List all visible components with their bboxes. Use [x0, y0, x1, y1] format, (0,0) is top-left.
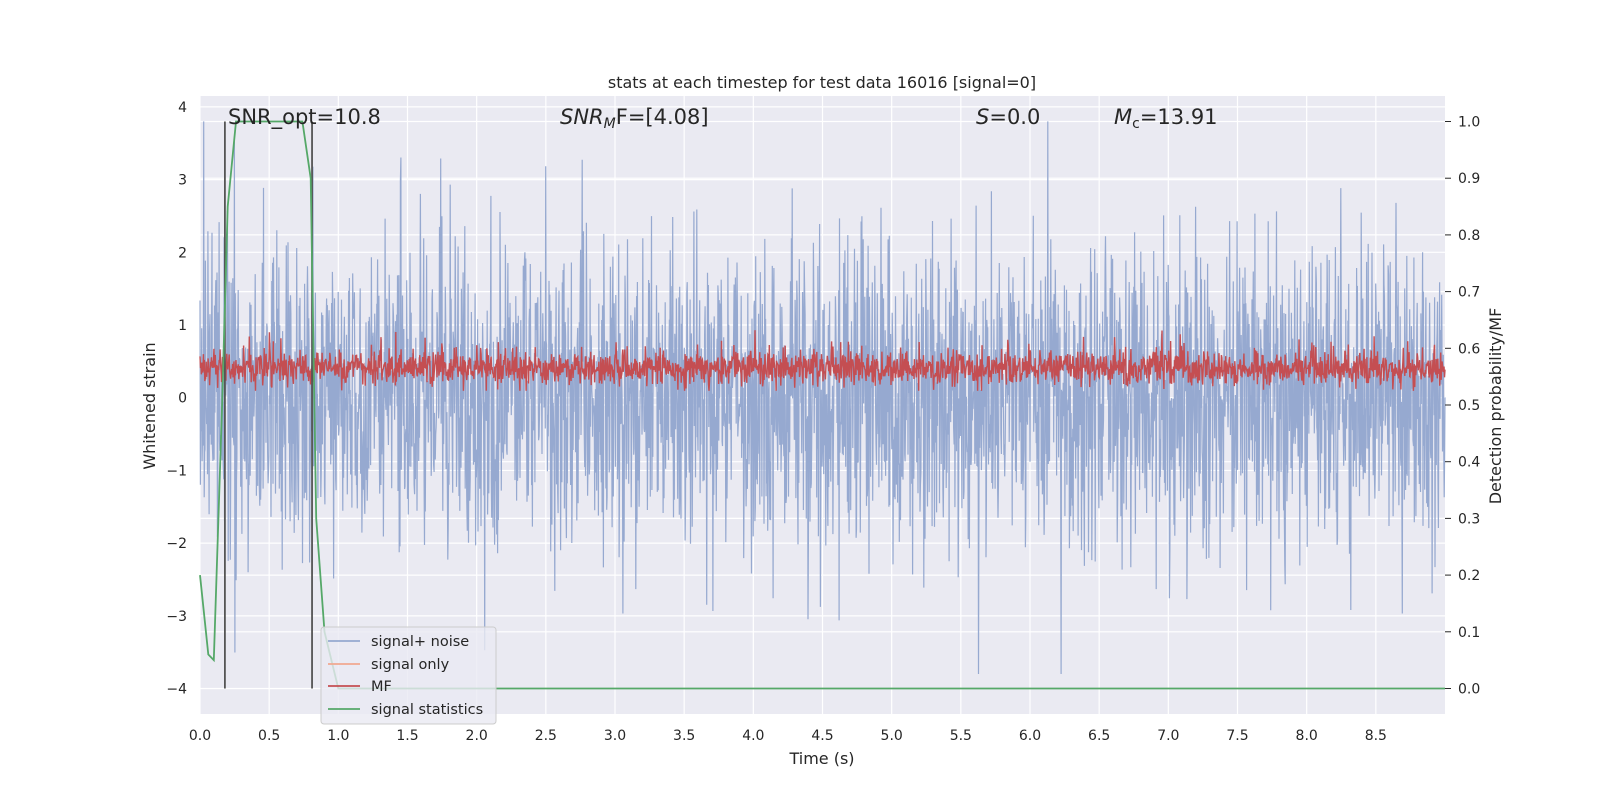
x-tick-label: 1.0	[327, 728, 349, 744]
x-tick-label: 8.5	[1365, 728, 1387, 744]
x-tick-label: 4.5	[811, 728, 833, 744]
legend: signal+ noise signal only MF signal stat…	[320, 626, 497, 725]
x-tick-label: 3.0	[604, 728, 626, 744]
y2-tick-label: 0.2	[1458, 568, 1480, 584]
snr-mf-annotation: SNRMF=[4.08]	[560, 105, 709, 132]
y2-tick-label: 0.0	[1458, 681, 1480, 697]
legend-label-signal-only: signal only	[371, 657, 450, 673]
x-tick-label: 0.5	[258, 728, 280, 744]
x-axis-label: Time (s)	[788, 749, 854, 768]
y2-tick-label: 0.3	[1458, 511, 1480, 527]
x-tick-label: 7.5	[1226, 728, 1248, 744]
mc-symbol: M	[1114, 105, 1132, 129]
y2-tick-label: 0.8	[1458, 228, 1480, 244]
x-tick-label: 7.0	[1157, 728, 1179, 744]
snr-opt-annotation: SNR_opt=10.8	[228, 105, 381, 130]
y-tick-label: 2	[178, 245, 187, 261]
mf-series	[199, 330, 1446, 391]
x-tick-label: 1.5	[396, 728, 418, 744]
x-tick-label: 2.0	[466, 728, 488, 744]
y2-tick-label: 0.4	[1458, 455, 1480, 471]
y-tick-label: −2	[166, 536, 187, 552]
s-value: =0.0	[989, 105, 1040, 129]
x-tick-label: 0.0	[189, 728, 211, 744]
mf-line	[199, 330, 1446, 391]
y2-tick-label: 0.1	[1458, 625, 1480, 641]
y-tick-label: 1	[178, 318, 187, 334]
legend-label-signal-statistics: signal statistics	[371, 702, 483, 718]
legend-label-signal-noise: signal+ noise	[371, 634, 469, 650]
y2-tick-label: 0.6	[1458, 341, 1480, 357]
s-annotation: S=0.0	[976, 105, 1040, 129]
x-tick-labels: 0.0 0.5 1.0 1.5 2.0 2.5 3.0 3.5 4.0 4.5 5.0 5.5 6.0 6…	[189, 728, 1387, 744]
snr-mf-base: SNR	[560, 105, 604, 129]
mc-value: =13.91	[1140, 105, 1218, 129]
y2-axis-label: Detection probability/MF	[1486, 308, 1505, 505]
y2-tick-label: 0.9	[1458, 171, 1480, 187]
y-tick-label: 4	[178, 100, 187, 116]
legend-box	[320, 626, 497, 725]
x-tick-label: 3.5	[673, 728, 695, 744]
x-tick-label: 6.5	[1088, 728, 1110, 744]
signal-noise-series	[199, 121, 1446, 675]
y-tick-label: 3	[178, 173, 187, 189]
mc-subscript: c	[1132, 116, 1140, 132]
y2-tick-labels: 1.0 0.9 0.8 0.7 0.6 0.5 0.4 0.3 0.2 0.1 0.0	[1445, 115, 1480, 697]
y-tick-label: −3	[166, 609, 187, 625]
y-tick-labels: 4 3 2 1 0 −1 −2 −3 −4	[166, 100, 187, 698]
snr-mf-rest: F=[4.08]	[616, 105, 709, 129]
signal-noise-line	[199, 121, 1446, 675]
x-tick-label: 6.0	[1019, 728, 1041, 744]
chart-title: stats at each timestep for test data 160…	[608, 73, 1036, 92]
y-axis-label: Whitened strain	[140, 342, 159, 469]
snr-mf-sub: M	[604, 116, 616, 132]
y2-tick-label: 0.7	[1458, 285, 1480, 301]
x-tick-label: 4.0	[742, 728, 764, 744]
legend-label-mf: MF	[371, 679, 392, 695]
x-tick-label: 5.0	[881, 728, 903, 744]
x-tick-label: 8.0	[1296, 728, 1318, 744]
y2-tick-label: 0.5	[1458, 398, 1480, 414]
s-symbol: S	[976, 105, 989, 129]
x-tick-label: 5.5	[950, 728, 972, 744]
mc-annotation: Mc=13.91	[1114, 105, 1218, 132]
y-tick-label: 0	[178, 391, 187, 407]
y2-tick-label: 1.0	[1458, 115, 1480, 131]
y-tick-label: −4	[166, 682, 187, 698]
x-tick-label: 2.5	[535, 728, 557, 744]
y-tick-label: −1	[166, 463, 187, 479]
